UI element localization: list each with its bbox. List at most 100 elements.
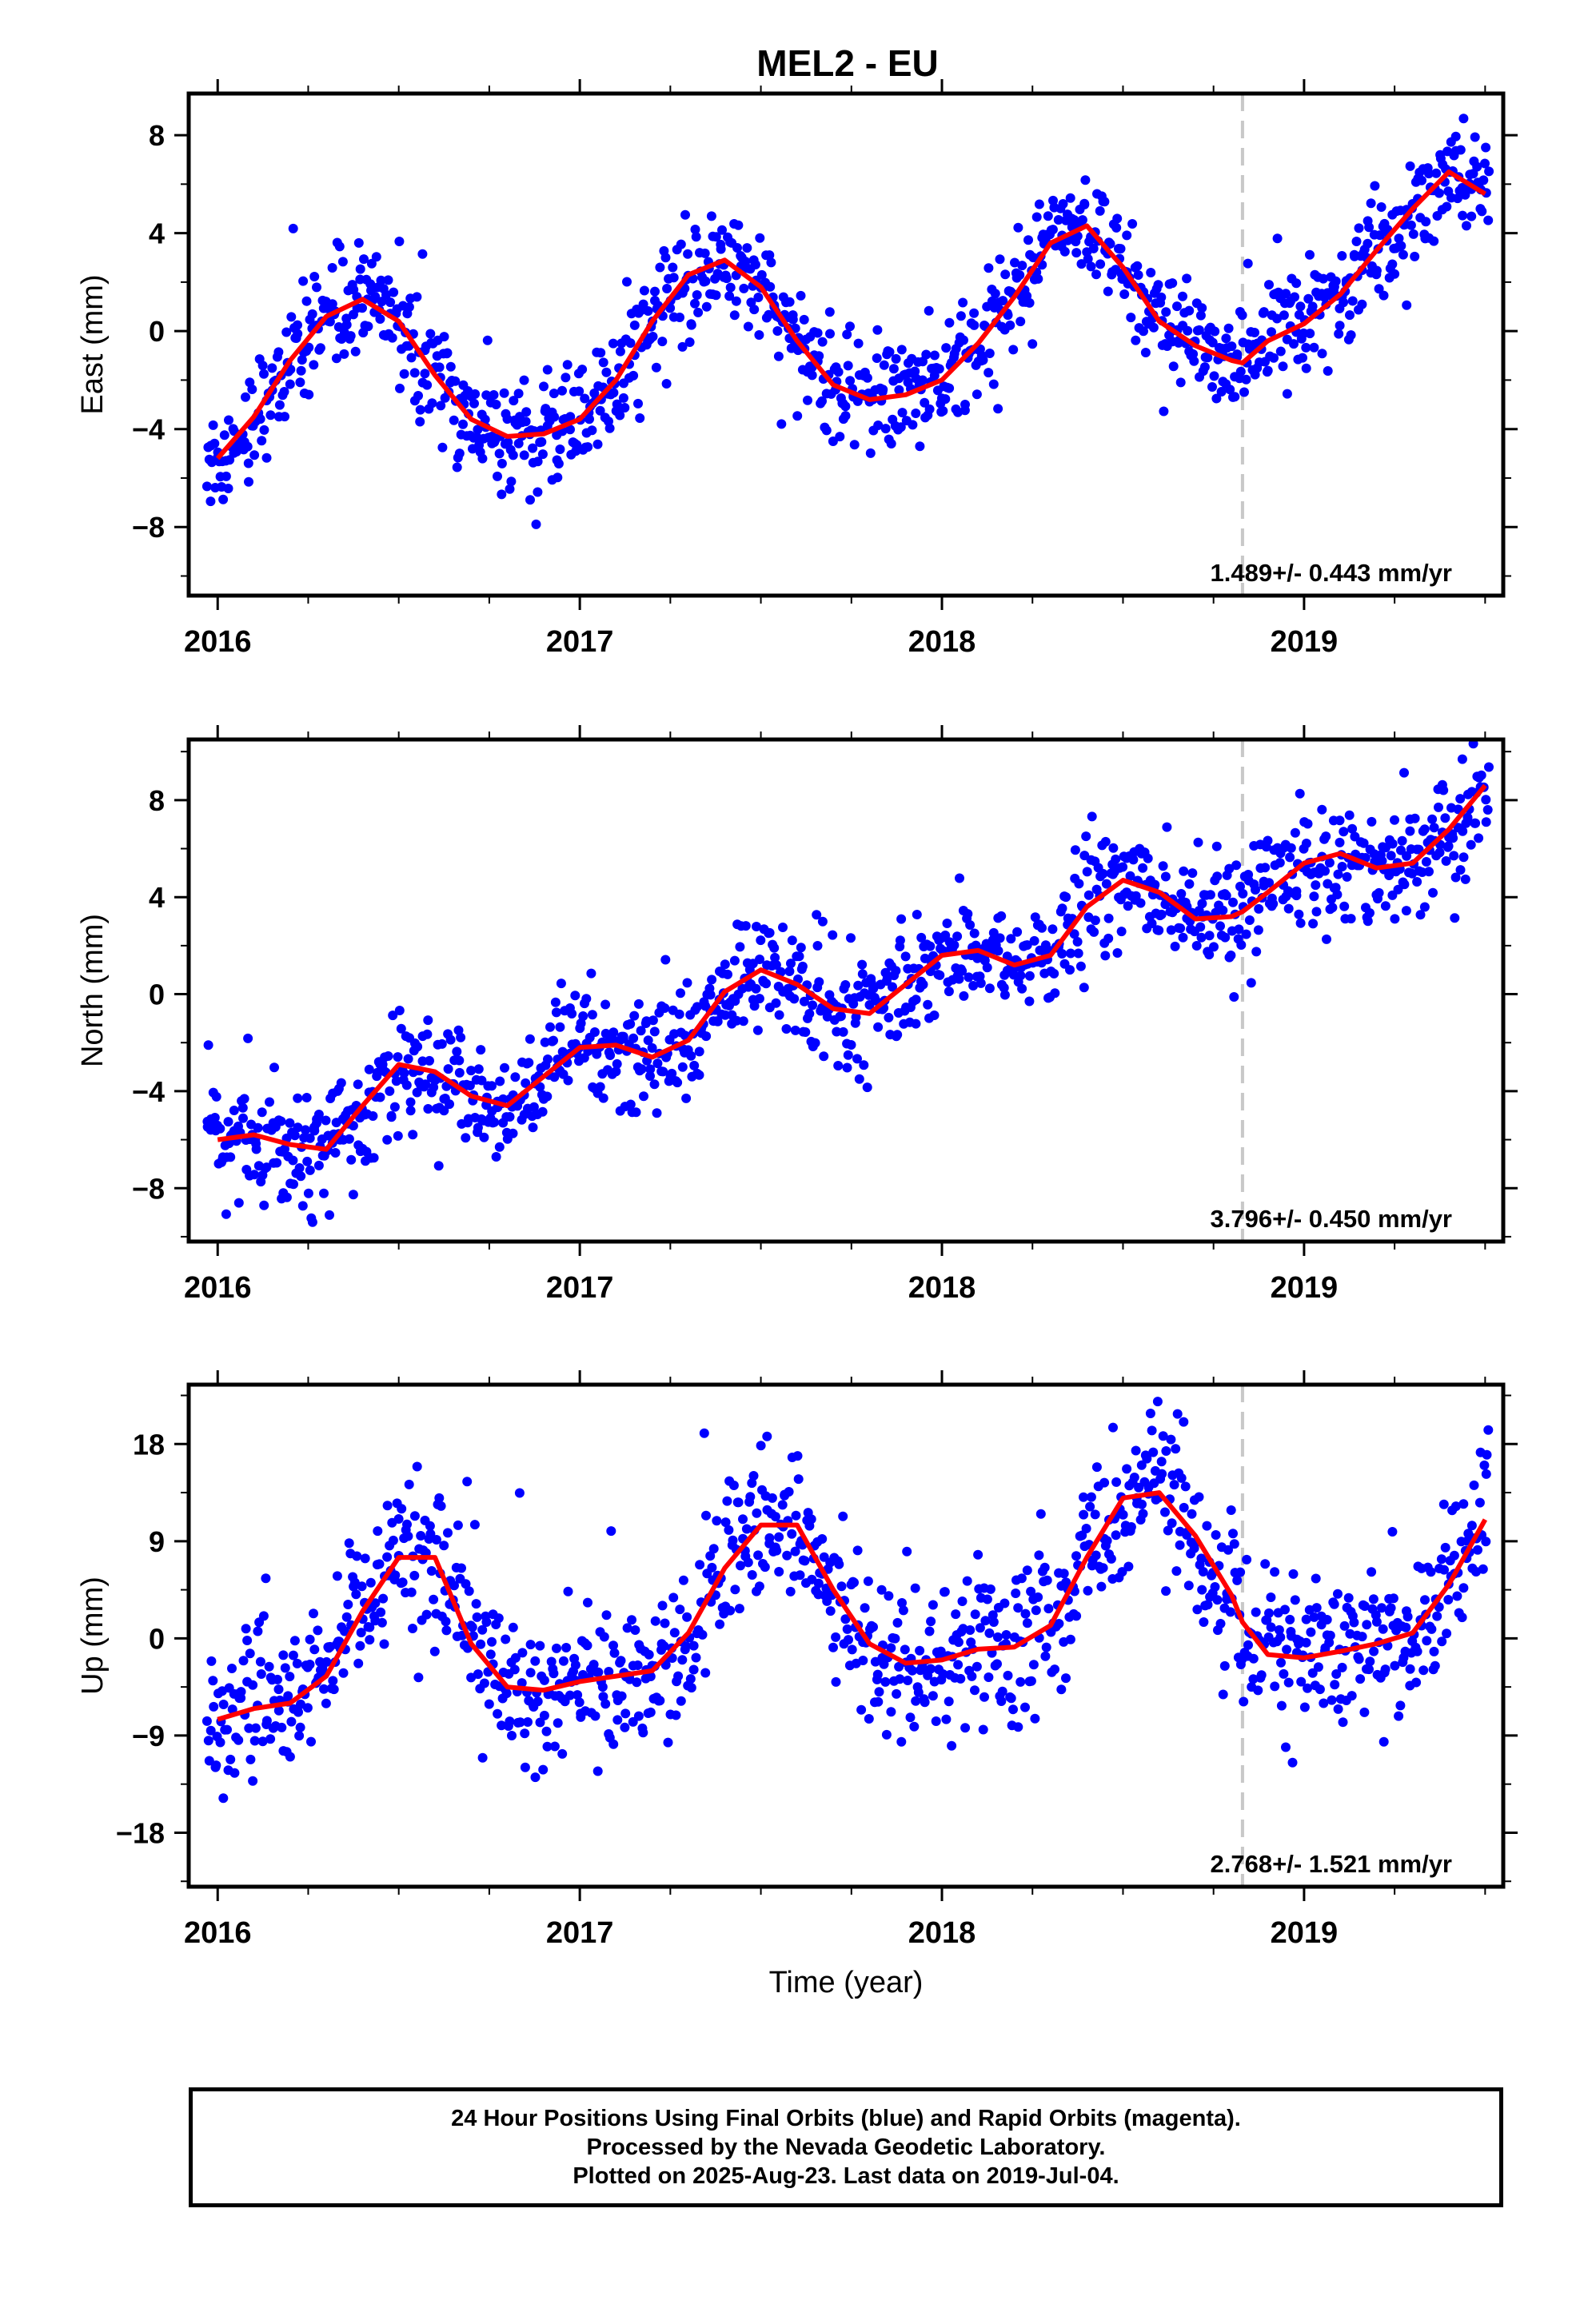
data-point	[1412, 1646, 1422, 1656]
data-point	[1429, 823, 1439, 833]
data-point	[984, 349, 995, 358]
data-point	[965, 1625, 976, 1635]
data-point	[1408, 229, 1418, 239]
data-point	[1458, 1583, 1469, 1593]
data-point	[412, 1087, 422, 1098]
data-point	[936, 1646, 946, 1656]
x-axis-label: Time (year)	[769, 1966, 924, 1999]
data-point	[789, 994, 800, 1004]
data-point	[633, 999, 644, 1009]
data-point	[1272, 233, 1283, 244]
data-point	[739, 283, 749, 293]
data-point	[1086, 1492, 1096, 1502]
data-point	[834, 1559, 844, 1569]
data-point	[497, 1720, 507, 1731]
data-point	[1311, 1573, 1321, 1584]
data-point	[404, 302, 414, 312]
data-point	[383, 275, 393, 285]
data-point	[381, 289, 391, 300]
data-point	[1251, 1607, 1261, 1617]
data-point	[636, 1064, 647, 1074]
data-point	[781, 1024, 792, 1034]
data-point	[1317, 804, 1327, 815]
data-point	[638, 1728, 648, 1738]
data-point	[1380, 901, 1390, 911]
data-point	[301, 1093, 312, 1102]
data-point	[604, 1667, 614, 1676]
data-point	[1452, 193, 1462, 204]
data-point	[305, 1165, 315, 1175]
data-point	[795, 1570, 805, 1581]
data-point	[1263, 365, 1273, 376]
data-point	[1147, 1425, 1157, 1436]
data-point	[705, 1551, 716, 1561]
data-point	[309, 360, 319, 370]
data-point	[215, 1123, 225, 1134]
data-point	[730, 1585, 740, 1595]
data-point	[259, 1200, 269, 1210]
data-point	[285, 1118, 295, 1128]
data-point	[1327, 1695, 1337, 1705]
data-point	[1482, 1449, 1492, 1460]
data-point	[416, 1531, 426, 1541]
data-point	[657, 337, 668, 347]
data-point	[625, 1018, 636, 1029]
data-point	[672, 1078, 683, 1088]
data-point	[840, 980, 851, 990]
data-point	[1298, 353, 1307, 363]
data-point	[1357, 299, 1367, 309]
data-point	[1241, 374, 1251, 385]
data-point	[1088, 243, 1099, 253]
data-point	[1178, 932, 1188, 943]
data-point	[1031, 1605, 1041, 1616]
data-point	[1090, 915, 1100, 926]
data-point	[249, 450, 260, 460]
data-point	[676, 239, 686, 249]
data-point	[476, 1045, 486, 1055]
data-point	[1246, 978, 1256, 988]
data-point	[1187, 1509, 1197, 1519]
data-point	[973, 1549, 984, 1560]
data-point	[992, 1659, 1002, 1669]
data-point	[243, 1033, 253, 1043]
data-point	[344, 1538, 354, 1549]
data-point	[563, 1075, 573, 1086]
data-point	[956, 311, 966, 321]
data-point	[1081, 831, 1091, 842]
data-point	[674, 1009, 684, 1019]
data-point	[1210, 326, 1220, 337]
data-point	[577, 365, 588, 375]
data-point	[697, 1629, 708, 1640]
data-point	[970, 1609, 980, 1620]
data-point	[345, 331, 356, 341]
data-point	[1248, 1674, 1259, 1684]
data-point	[1242, 1554, 1252, 1565]
data-point	[406, 353, 417, 363]
data-point	[223, 1117, 233, 1127]
data-point	[1102, 1536, 1112, 1546]
data-point	[1426, 1567, 1436, 1577]
rate-label-east: 1.489+/- 0.443 mm/yr	[1211, 559, 1452, 587]
data-point	[944, 1696, 954, 1707]
data-point	[1269, 353, 1279, 363]
data-point	[888, 364, 899, 374]
data-point	[1466, 1521, 1477, 1531]
data-point	[856, 1704, 867, 1715]
data-point	[776, 967, 786, 977]
data-point	[732, 1015, 742, 1026]
data-point	[1030, 912, 1040, 923]
data-point	[985, 1584, 995, 1594]
data-point	[999, 1598, 1010, 1608]
data-point	[1090, 1509, 1100, 1520]
data-point	[863, 1576, 873, 1586]
data-point	[1133, 270, 1143, 280]
data-point	[1221, 891, 1231, 901]
data-point	[389, 1102, 400, 1112]
data-point	[257, 1736, 268, 1747]
data-point	[309, 1644, 320, 1655]
data-point	[553, 472, 563, 483]
data-point	[874, 1687, 884, 1697]
data-point	[601, 1610, 612, 1620]
data-point	[1095, 259, 1106, 269]
data-point	[784, 967, 795, 976]
